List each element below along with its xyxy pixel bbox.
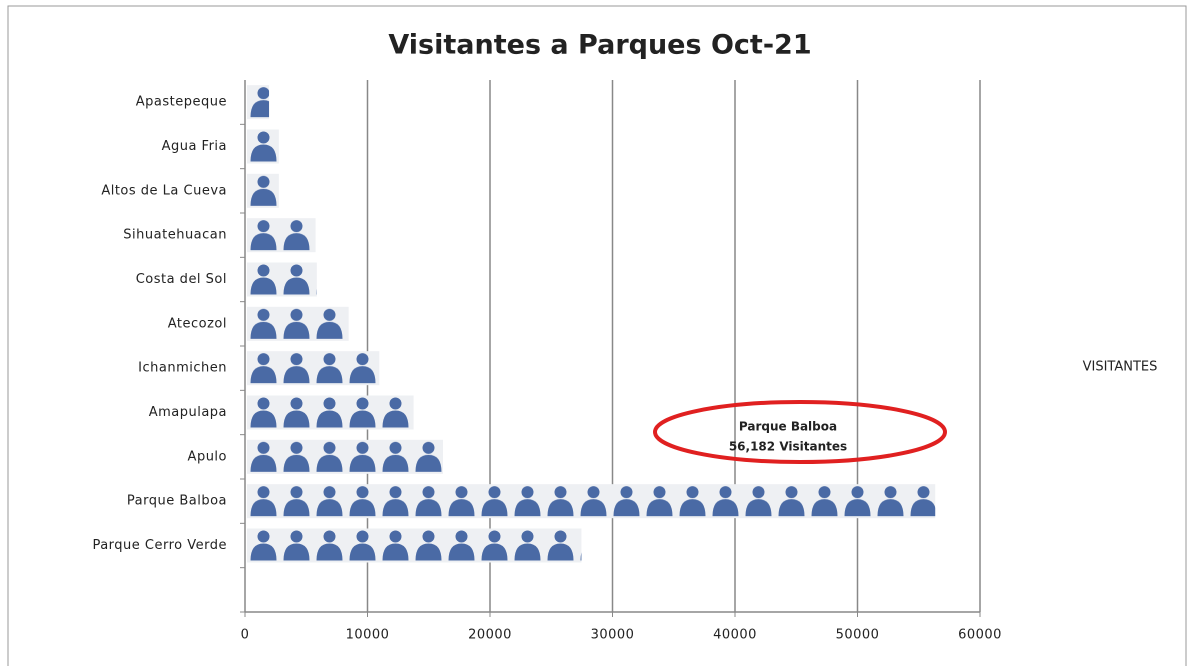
- x-tick-label: 0: [241, 628, 250, 643]
- y-tick-label: Apulo: [188, 449, 227, 464]
- y-tick-label: Ichanmichen: [138, 361, 227, 376]
- bar: [247, 173, 279, 208]
- annotation-ellipse: [653, 400, 947, 464]
- bar: [247, 262, 317, 297]
- y-tick-label: Sihuatehuacan: [123, 228, 227, 243]
- legend-entry: VISITANTES: [1083, 360, 1158, 375]
- chart-frame: [7, 5, 1187, 666]
- y-tick-label: Agua Fria: [162, 139, 227, 154]
- bar: [247, 129, 279, 164]
- bar: [247, 528, 582, 563]
- x-tick-label: 40000: [713, 628, 757, 643]
- chart-title: Visitantes a Parques Oct-21: [388, 30, 811, 61]
- y-tick-label: Parque Balboa: [127, 494, 227, 509]
- y-tick-label: Altos de La Cueva: [101, 183, 227, 198]
- bar: [247, 484, 936, 519]
- bar: [247, 306, 349, 341]
- y-tick-label: Amapulapa: [149, 405, 227, 420]
- bar: [247, 218, 316, 253]
- bar: [247, 439, 443, 474]
- y-tick-label: Atecozol: [168, 316, 227, 331]
- bar: [247, 395, 414, 430]
- annotation-text: 56,182 Visitantes: [729, 440, 847, 454]
- x-tick-label: 10000: [346, 628, 390, 643]
- y-tick-label: Apastepeque: [136, 95, 227, 110]
- annotation-text: Parque Balboa: [739, 420, 837, 434]
- x-tick-label: 60000: [958, 628, 1002, 643]
- y-tick-label: Costa del Sol: [136, 272, 227, 287]
- x-tick-label: 30000: [591, 628, 635, 643]
- bar: [247, 85, 270, 120]
- x-tick-label: 20000: [468, 628, 512, 643]
- x-tick-label: 50000: [836, 628, 880, 643]
- bar: [247, 351, 380, 386]
- y-tick-label: Parque Cerro Verde: [92, 538, 227, 553]
